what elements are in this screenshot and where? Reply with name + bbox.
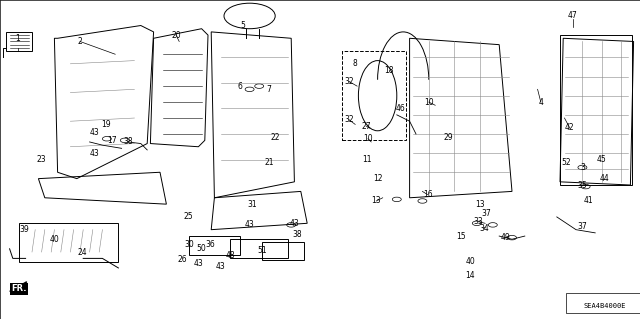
- Text: 37: 37: [577, 222, 588, 231]
- Text: 27: 27: [361, 122, 371, 130]
- Bar: [566, 293, 640, 313]
- Text: 45: 45: [596, 155, 607, 164]
- Bar: [19, 223, 118, 262]
- Text: 50: 50: [196, 244, 207, 253]
- Text: 14: 14: [465, 271, 476, 280]
- Text: 1: 1: [15, 34, 20, 43]
- Text: 35: 35: [577, 181, 588, 189]
- Text: 15: 15: [456, 232, 466, 241]
- Bar: [560, 35, 632, 185]
- Text: 32: 32: [344, 77, 354, 86]
- Text: 13: 13: [371, 197, 381, 205]
- Text: 43: 43: [244, 220, 255, 229]
- Text: 40: 40: [49, 235, 60, 244]
- Text: 38: 38: [292, 230, 303, 239]
- Text: 17: 17: [107, 136, 117, 145]
- Text: 3: 3: [580, 163, 585, 172]
- Text: 8: 8: [353, 59, 358, 68]
- Text: 5: 5: [241, 21, 246, 30]
- Text: 43: 43: [216, 262, 226, 271]
- Text: 40: 40: [465, 257, 476, 266]
- Text: 20: 20: [171, 31, 181, 40]
- Text: 33: 33: [474, 217, 484, 226]
- Bar: [230, 239, 288, 258]
- Text: 41: 41: [584, 197, 594, 205]
- Text: 32: 32: [344, 115, 354, 124]
- Text: 12: 12: [373, 174, 382, 183]
- Text: FR.: FR.: [12, 284, 27, 293]
- Text: 30: 30: [184, 240, 194, 249]
- Text: 18: 18: [385, 66, 394, 75]
- Text: 6: 6: [237, 82, 243, 91]
- Text: 43: 43: [90, 128, 100, 137]
- Text: 44: 44: [600, 174, 610, 183]
- Text: 26: 26: [177, 256, 188, 264]
- Text: 7: 7: [266, 85, 271, 94]
- Text: 34: 34: [479, 224, 489, 233]
- Bar: [6, 32, 32, 51]
- Text: 48: 48: [225, 251, 236, 260]
- Text: 47: 47: [568, 11, 578, 20]
- Text: 38: 38: [123, 137, 133, 146]
- Text: 13: 13: [475, 200, 485, 209]
- Text: 4: 4: [538, 98, 543, 107]
- Text: 36: 36: [205, 240, 215, 249]
- Text: 31: 31: [247, 200, 257, 209]
- Text: 52: 52: [561, 158, 572, 167]
- Text: 43: 43: [289, 219, 300, 228]
- Text: 2: 2: [77, 37, 83, 46]
- Text: 19: 19: [100, 120, 111, 129]
- Text: 43: 43: [193, 259, 204, 268]
- Text: 21: 21: [264, 158, 273, 167]
- Bar: [189, 236, 240, 255]
- Text: 39: 39: [19, 225, 29, 234]
- Text: 37: 37: [481, 209, 492, 218]
- Bar: [342, 51, 406, 140]
- Text: 22: 22: [271, 133, 280, 142]
- Text: 49: 49: [500, 233, 511, 242]
- Text: SEA4B4000E: SEA4B4000E: [584, 303, 626, 309]
- Bar: [262, 242, 304, 260]
- Text: 25: 25: [184, 212, 194, 221]
- Text: 24: 24: [77, 248, 87, 256]
- Text: 51: 51: [257, 246, 268, 255]
- Text: 29: 29: [443, 133, 453, 142]
- Text: 10: 10: [363, 134, 373, 143]
- Text: 43: 43: [90, 149, 100, 158]
- Text: 46: 46: [395, 104, 405, 113]
- Text: 16: 16: [422, 190, 433, 199]
- Text: 11: 11: [363, 155, 372, 164]
- Text: 42: 42: [564, 123, 575, 132]
- Text: 10: 10: [424, 98, 434, 107]
- Text: 23: 23: [36, 155, 47, 164]
